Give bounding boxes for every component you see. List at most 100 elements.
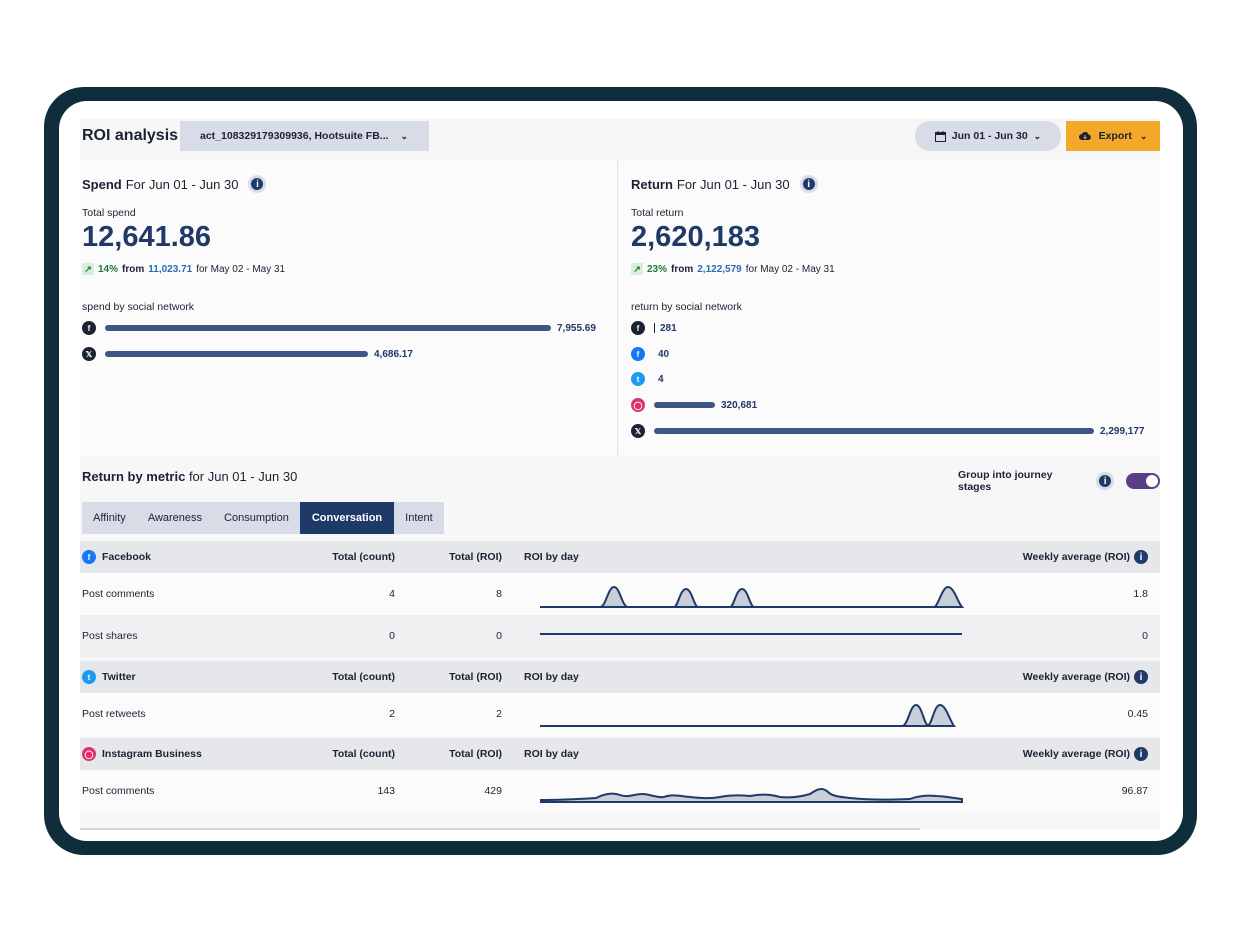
device-screen: ROI analysis act_108329179309936, Hootsu…	[59, 101, 1183, 841]
return-bar	[654, 402, 715, 408]
return-bar	[654, 428, 1094, 434]
return-bar-value: 2,299,177	[1100, 425, 1145, 437]
spend-network-row: 𝕏 4,686.17	[82, 347, 413, 361]
journey-stages-label: Group into journey stages	[958, 469, 1053, 493]
spend-by-network-label: spend by social network	[82, 301, 195, 313]
return-network-row: t 4	[631, 372, 664, 386]
tab-conversation[interactable]: Conversation	[299, 502, 395, 534]
metric-section-title: Return by metric for Jun 01 - Jun 30	[82, 469, 297, 484]
account-selector[interactable]: act_108329179309936, Hootsuite FB... ⌄	[180, 121, 429, 151]
page-title: ROI analysis	[82, 127, 179, 144]
roi-analysis-app: ROI analysis act_108329179309936, Hootsu…	[80, 119, 1160, 830]
spend-change: ↗ 14% from 11,023.71 for May 02 - May 31	[82, 263, 285, 275]
return-title-label: Return	[631, 176, 673, 192]
row-count: 0	[389, 630, 395, 642]
row-weekly-average: 0.45	[1127, 708, 1148, 720]
row-roi: 2	[496, 708, 502, 720]
spend-title-label: Spend	[82, 176, 122, 192]
row-weekly-average: 1.8	[1133, 588, 1148, 600]
spend-change-pct: 14%	[98, 263, 119, 275]
column-total-roi: Total (ROI)	[449, 551, 502, 563]
column-roi-by-day: ROI by day	[524, 748, 579, 760]
row-count: 2	[389, 708, 395, 720]
return-title-period: For Jun 01 - Jun 30	[676, 176, 790, 192]
total-spend-label: Total spend	[82, 207, 136, 219]
column-total-count: Total (count)	[332, 551, 395, 563]
network-name-label: Instagram Business	[102, 748, 202, 760]
tab-consumption[interactable]: Consumption	[224, 512, 289, 524]
instagram-icon: ◯	[82, 747, 96, 761]
date-range-label: Jun 01 - Jun 30	[951, 130, 1028, 142]
return-change: ↗ 23% from 2,122,579 for May 02 - May 31	[631, 263, 835, 275]
row-label: Post retweets	[82, 708, 146, 720]
spend-bar	[105, 351, 368, 357]
return-bar-value: 40	[658, 348, 670, 360]
info-icon[interactable]: i	[1134, 747, 1148, 761]
horizontal-scrollbar[interactable]	[80, 828, 920, 830]
roi-sparkline	[540, 787, 963, 803]
spend-bar	[105, 325, 551, 331]
row-weekly-average: 0	[1142, 630, 1148, 642]
return-change-period: for May 02 - May 31	[745, 263, 835, 275]
row-label: Post shares	[82, 630, 138, 642]
return-change-prev: 2,122,579	[697, 263, 742, 275]
column-weekly-average-label: Weekly average (ROI)	[1022, 748, 1130, 760]
tab-affinity[interactable]: Affinity	[93, 512, 126, 524]
return-bar-value: 281	[660, 322, 677, 334]
return-bar-value: 320,681	[721, 399, 758, 411]
spend-title-period: For Jun 01 - Jun 30	[125, 176, 239, 192]
x-icon: 𝕏	[631, 424, 645, 438]
twitter-icon: t	[82, 670, 96, 684]
roi-sparkline	[540, 633, 962, 635]
column-weekly-average: Weekly average (ROI) i	[1023, 738, 1148, 770]
date-range-button[interactable]: Jun 01 - Jun 30 ⌄	[915, 121, 1061, 151]
instagram-icon: ◯	[631, 398, 645, 412]
trend-up-icon: ↗	[82, 263, 94, 275]
facebook-icon: f	[631, 321, 645, 335]
row-weekly-average: 96.87	[1121, 785, 1148, 797]
total-return-label: Total return	[631, 207, 684, 219]
row-roi: 0	[496, 630, 502, 642]
info-icon[interactable]: i	[1134, 670, 1148, 684]
info-icon[interactable]: i	[1096, 472, 1115, 490]
spend-change-prev: 11,023.71	[148, 263, 193, 275]
table-row: Post comments 4 8 1.8	[80, 573, 1160, 615]
return-network-row: 𝕏 2,299,177	[631, 424, 1145, 438]
return-network-row: ◯ 320,681	[631, 398, 757, 412]
row-roi: 429	[484, 785, 502, 797]
column-weekly-average-label: Weekly average (ROI)	[1022, 551, 1130, 563]
x-icon: 𝕏	[82, 347, 96, 361]
facebook-blue-icon: f	[82, 550, 96, 564]
trend-up-icon: ↗	[631, 263, 643, 275]
column-roi-by-day: ROI by day	[524, 551, 579, 563]
facebook-network-name: f Facebook	[82, 541, 151, 573]
facebook-icon: f	[82, 321, 96, 335]
return-network-row: f 281	[631, 321, 677, 335]
info-icon[interactable]: i	[799, 175, 818, 193]
chevron-down-icon: ⌄	[1139, 130, 1148, 141]
info-icon[interactable]: i	[248, 175, 267, 193]
column-total-roi: Total (ROI)	[449, 671, 502, 683]
journey-stages-toggle[interactable]	[1126, 473, 1160, 489]
spend-panel: Spend For Jun 01 - Jun 30 i Total spend …	[80, 161, 618, 455]
twitter-metric-header: t Twitter Total (count) Total (ROI) ROI …	[80, 661, 1160, 693]
table-row: Post shares 0 0 0	[80, 615, 1160, 657]
calendar-icon	[934, 130, 946, 142]
return-panel: Return For Jun 01 - Jun 30 i Total retur…	[619, 161, 1160, 455]
return-change-from: from	[671, 263, 694, 275]
spend-title: Spend For Jun 01 - Jun 30 i	[82, 175, 267, 193]
info-icon[interactable]: i	[1134, 550, 1148, 564]
column-total-count: Total (count)	[332, 671, 395, 683]
column-total-count: Total (count)	[332, 748, 395, 760]
metric-tabs: Affinity Awareness Consumption Conversat…	[82, 502, 444, 534]
chevron-down-icon: ⌄	[400, 130, 409, 141]
column-roi-by-day: ROI by day	[524, 671, 579, 683]
spend-change-period: for May 02 - May 31	[196, 263, 286, 275]
roi-sparkline	[540, 585, 964, 608]
tab-intent[interactable]: Intent	[405, 512, 433, 524]
return-network-row: f 40	[631, 347, 669, 361]
table-row: Post retweets 2 2 0.45	[80, 693, 1160, 735]
tab-awareness[interactable]: Awareness	[147, 512, 203, 524]
export-button[interactable]: Export ⌄	[1066, 121, 1160, 151]
row-label: Post comments	[82, 785, 155, 797]
